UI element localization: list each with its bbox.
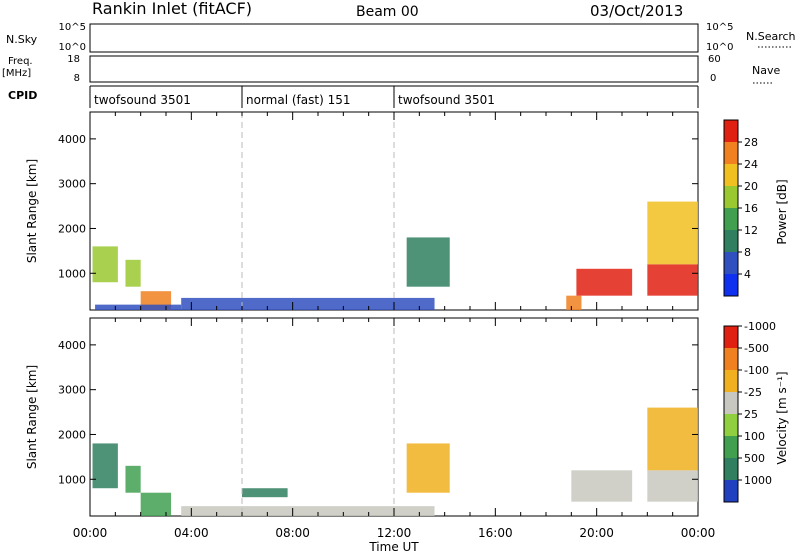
nsearch-tick-top: 10^5 (706, 22, 733, 33)
y-tick-label: 4000 (58, 339, 86, 352)
power-ylabel: Slant Range [km] (25, 159, 39, 263)
colorbar-segment (724, 274, 738, 296)
scatter-region (647, 201, 698, 265)
x-tick-label: 12:00 (377, 526, 412, 540)
colorbar-segment (724, 436, 738, 458)
scatter-region (647, 264, 698, 296)
time-axis-label: Time UT (368, 540, 419, 554)
y-tick-label: 2000 (58, 222, 86, 235)
x-tick-label: 00:00 (681, 526, 716, 540)
freq-strip: Freq. [MHz] 18 8 60 0 Nave (2, 54, 780, 84)
colorbar-segment (724, 414, 738, 436)
y-tick-label: 1000 (58, 473, 86, 486)
colorbar-segment (724, 392, 738, 414)
nsky-strip: N.Sky 10^5 10^0 10^5 10^0 N.Search (6, 22, 796, 53)
freq-unit: [MHz] (2, 68, 31, 79)
colorbar-tick-label: 24 (744, 158, 758, 171)
scatter-region (92, 443, 118, 489)
velocity-panel: 1000 2000 3000 4000 Slant Range [km] 1000 50… (25, 317, 789, 554)
scatter-region (242, 488, 288, 498)
cpid-label: CPID (8, 89, 37, 102)
freq-frame (89, 55, 699, 83)
power-panel: 1000 2000 3000 4000 Slant Range [km] 4 8 12 16… (25, 111, 789, 311)
y-tick-label: 1000 (58, 267, 86, 280)
scatter-region (576, 268, 633, 296)
scatter-region (181, 506, 435, 516)
nsky-label: N.Sky (6, 33, 38, 46)
x-tick-label: 20:00 (579, 526, 614, 540)
station-title: Rankin Inlet (fitACF) (92, 0, 252, 18)
cpid-strip: CPID twofsound 3501 normal (fast) 151 twof… (8, 85, 699, 108)
colorbar-segment (724, 208, 738, 230)
x-tick-label: 04:00 (174, 526, 209, 540)
colorbar-tick-label: 12 (744, 224, 758, 237)
colorbar-tick-label: 1000 (744, 474, 772, 487)
beam-title: Beam 00 (356, 4, 419, 20)
nsky-tick-bottom: 10^0 (59, 42, 86, 53)
scatter-region (647, 470, 698, 502)
scatter-region (647, 407, 698, 471)
x-tick-label: 00:00 (73, 526, 108, 540)
x-tick-label: 16:00 (478, 526, 513, 540)
nsky-frame (89, 23, 699, 53)
colorbar-tick-label: 28 (744, 136, 758, 149)
cpid-segment-label: normal (fast) 151 (246, 93, 350, 107)
y-tick-label: 4000 (58, 133, 86, 146)
scatter-region (140, 492, 172, 516)
colorbar-tick-label: 4 (744, 268, 751, 281)
colorbar-tick-label: 25 (744, 408, 758, 421)
velocity-ylabel: Slant Range [km] (25, 365, 39, 469)
colorbar-tick-label: 16 (744, 202, 758, 215)
date-title: 03/Oct/2013 (590, 2, 683, 20)
colorbar-segment (724, 186, 738, 208)
colorbar-segment (724, 480, 738, 502)
nave-tick-top: 60 (708, 54, 721, 65)
colorbar-segment (724, 458, 738, 480)
scatter-region (95, 304, 182, 310)
colorbar-segment (724, 370, 738, 392)
scatter-region (181, 297, 435, 310)
nave-tick-bottom: 0 (710, 73, 716, 84)
colorbar-tick-label: 100 (744, 430, 765, 443)
colorbar-tick-label: -1000 (744, 320, 776, 333)
y-tick-label: 3000 (58, 178, 86, 191)
nsky-tick-top: 10^5 (59, 22, 86, 33)
scatter-region (566, 295, 582, 310)
nsearch-label: N.Search (746, 30, 796, 43)
scatter-region (571, 470, 633, 502)
scatter-region (125, 465, 141, 493)
freq-label: Freq. (8, 56, 33, 67)
colorbar-tick-label: -500 (744, 342, 769, 355)
colorbar-tick-label: 500 (744, 452, 765, 465)
power-colorbar-label: Power [dB] (775, 179, 789, 244)
cpid-segment-label: twofsound 3501 (94, 93, 191, 107)
x-tick-label: 08:00 (275, 526, 310, 540)
y-tick-label: 3000 (58, 384, 86, 397)
cpid-segment-label: twofsound 3501 (398, 93, 495, 107)
colorbar-segment (724, 348, 738, 370)
scatter-region (406, 237, 450, 287)
colorbar-segment (724, 120, 738, 142)
colorbar-segment (724, 142, 738, 164)
colorbar-segment (724, 230, 738, 252)
freq-tick-top: 18 (67, 54, 80, 65)
scatter-region (406, 443, 450, 493)
nave-label: Nave (752, 64, 780, 77)
nsearch-tick-bottom: 10^0 (706, 42, 733, 53)
colorbar-tick-label: -100 (744, 364, 769, 377)
scatter-region (125, 259, 141, 287)
y-tick-label: 2000 (58, 428, 86, 441)
colorbar-tick-label: -25 (744, 386, 762, 399)
velocity-colorbar-label: Velocity [m s⁻¹] (775, 371, 789, 464)
colorbar-segment (724, 164, 738, 186)
colorbar-tick-label: 8 (744, 246, 751, 259)
colorbar-tick-label: 20 (744, 180, 758, 193)
colorbar-segment (724, 326, 738, 348)
freq-tick-bottom: 8 (74, 73, 80, 84)
colorbar-segment (724, 252, 738, 274)
scatter-region (92, 246, 118, 283)
